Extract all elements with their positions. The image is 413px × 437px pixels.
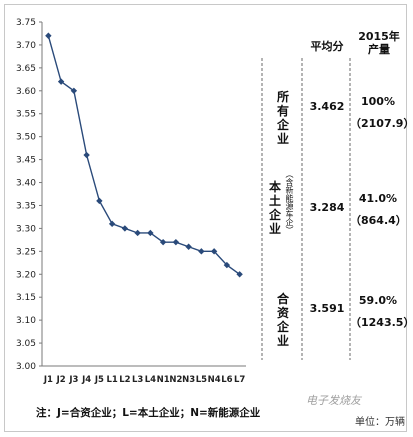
x-tick-label: J5 (94, 375, 104, 385)
chart-axes (41, 22, 246, 367)
y-tick-label: 3.55 (16, 110, 36, 120)
x-tick-label: J2 (56, 375, 66, 385)
x-tick-label: L5 (196, 375, 207, 385)
y-tick-label: 3.20 (16, 270, 36, 280)
series-line (45, 32, 243, 278)
y-tick-label: 3.15 (16, 293, 36, 303)
x-tick-label: L3 (132, 375, 143, 385)
table-separators (261, 58, 351, 360)
data-point-marker (108, 220, 116, 228)
data-point-marker (83, 151, 90, 159)
y-tick-label: 3.60 (16, 87, 36, 97)
y-tick-label: 3.10 (16, 316, 36, 326)
data-point-marker (210, 248, 218, 255)
header-avg: 平均分 (310, 40, 344, 53)
data-point-marker (45, 32, 52, 39)
data-point-marker (57, 78, 65, 85)
y-tick-label: 3.75 (16, 18, 36, 28)
x-axis-ticks: J1 J2 J3 J4 J5 L1 L2 L3 L4 N1 N2 N3 L5 N4 L6 L7 (43, 375, 246, 385)
y-tick-label: 3.35 (16, 201, 36, 211)
y-tick-label: 3.25 (16, 247, 36, 257)
y-tick-label: 3.05 (16, 339, 36, 349)
legend-note: 注：J=合资企业；L=本土企业；N=新能源企业 (36, 407, 261, 419)
share-all: 100% (361, 95, 395, 108)
avg-all: 3.462 (309, 100, 345, 113)
header-output-text: 2015年 产量 (358, 30, 400, 56)
x-tick-label: N2 (169, 375, 182, 385)
x-tick-label: L6 (221, 375, 232, 385)
share-domestic: 41.0% (358, 192, 398, 205)
volume-domestic: （864.4） (350, 214, 407, 227)
group-domestic-note: （含新能源车企） (285, 170, 294, 234)
series-line-path (47, 35, 241, 275)
x-tick-label: L2 (119, 375, 130, 385)
y-tick-label: 3.45 (16, 156, 36, 166)
header-output-line: 2015年 (358, 30, 400, 43)
data-point-marker (172, 238, 180, 246)
avg-domestic: 3.284 (309, 201, 345, 214)
y-tick-label: 3.50 (16, 133, 36, 143)
data-point-marker (185, 243, 192, 250)
y-tick-label: 3.70 (16, 41, 36, 51)
x-tick-label: N3 (182, 375, 195, 385)
data-point-marker (134, 229, 141, 237)
group-all: 所有企业 (276, 90, 289, 146)
data-point-marker (121, 225, 129, 232)
header-output-line: 产量 (368, 43, 390, 56)
x-tick-label: L4 (145, 375, 156, 385)
group-jv: 合资企业 (276, 292, 289, 348)
group-domestic: 本土企业 (268, 180, 281, 236)
y-axis-ticks: 3.75 3.70 3.65 3.60 3.55 3.50 3.45 3.40 3.35 3.30… (16, 18, 42, 372)
volume-jv: （1243.5） (350, 316, 413, 329)
y-tick-label: 3.40 (16, 179, 36, 189)
x-tick-label: L7 (234, 375, 245, 385)
x-tick-label: J1 (43, 375, 53, 385)
header-output: 2015年 产量 (354, 30, 404, 56)
figure-frame (4, 4, 407, 432)
data-point-marker (236, 271, 243, 278)
data-point-marker (198, 248, 205, 255)
data-point-marker (223, 261, 231, 269)
x-tick-label: N4 (208, 375, 221, 385)
x-tick-label: J3 (68, 375, 78, 385)
avg-jv: 3.591 (309, 302, 345, 315)
x-tick-label: J4 (81, 375, 91, 385)
x-tick-label: L1 (106, 375, 117, 385)
data-point-marker (147, 229, 154, 237)
data-point-marker (70, 87, 78, 94)
volume-all: （2107.9） (350, 117, 413, 130)
data-point-marker (96, 197, 103, 205)
unit-label: 单位：万辆 (355, 417, 405, 428)
watermark: 电子发烧友 (306, 394, 361, 407)
y-tick-label: 3.65 (16, 64, 36, 74)
data-point-marker (159, 238, 167, 246)
share-jv: 59.0% (358, 294, 398, 307)
y-tick-label: 3.30 (16, 224, 36, 234)
x-tick-label: N1 (157, 375, 170, 385)
y-tick-label: 3.00 (16, 362, 36, 372)
